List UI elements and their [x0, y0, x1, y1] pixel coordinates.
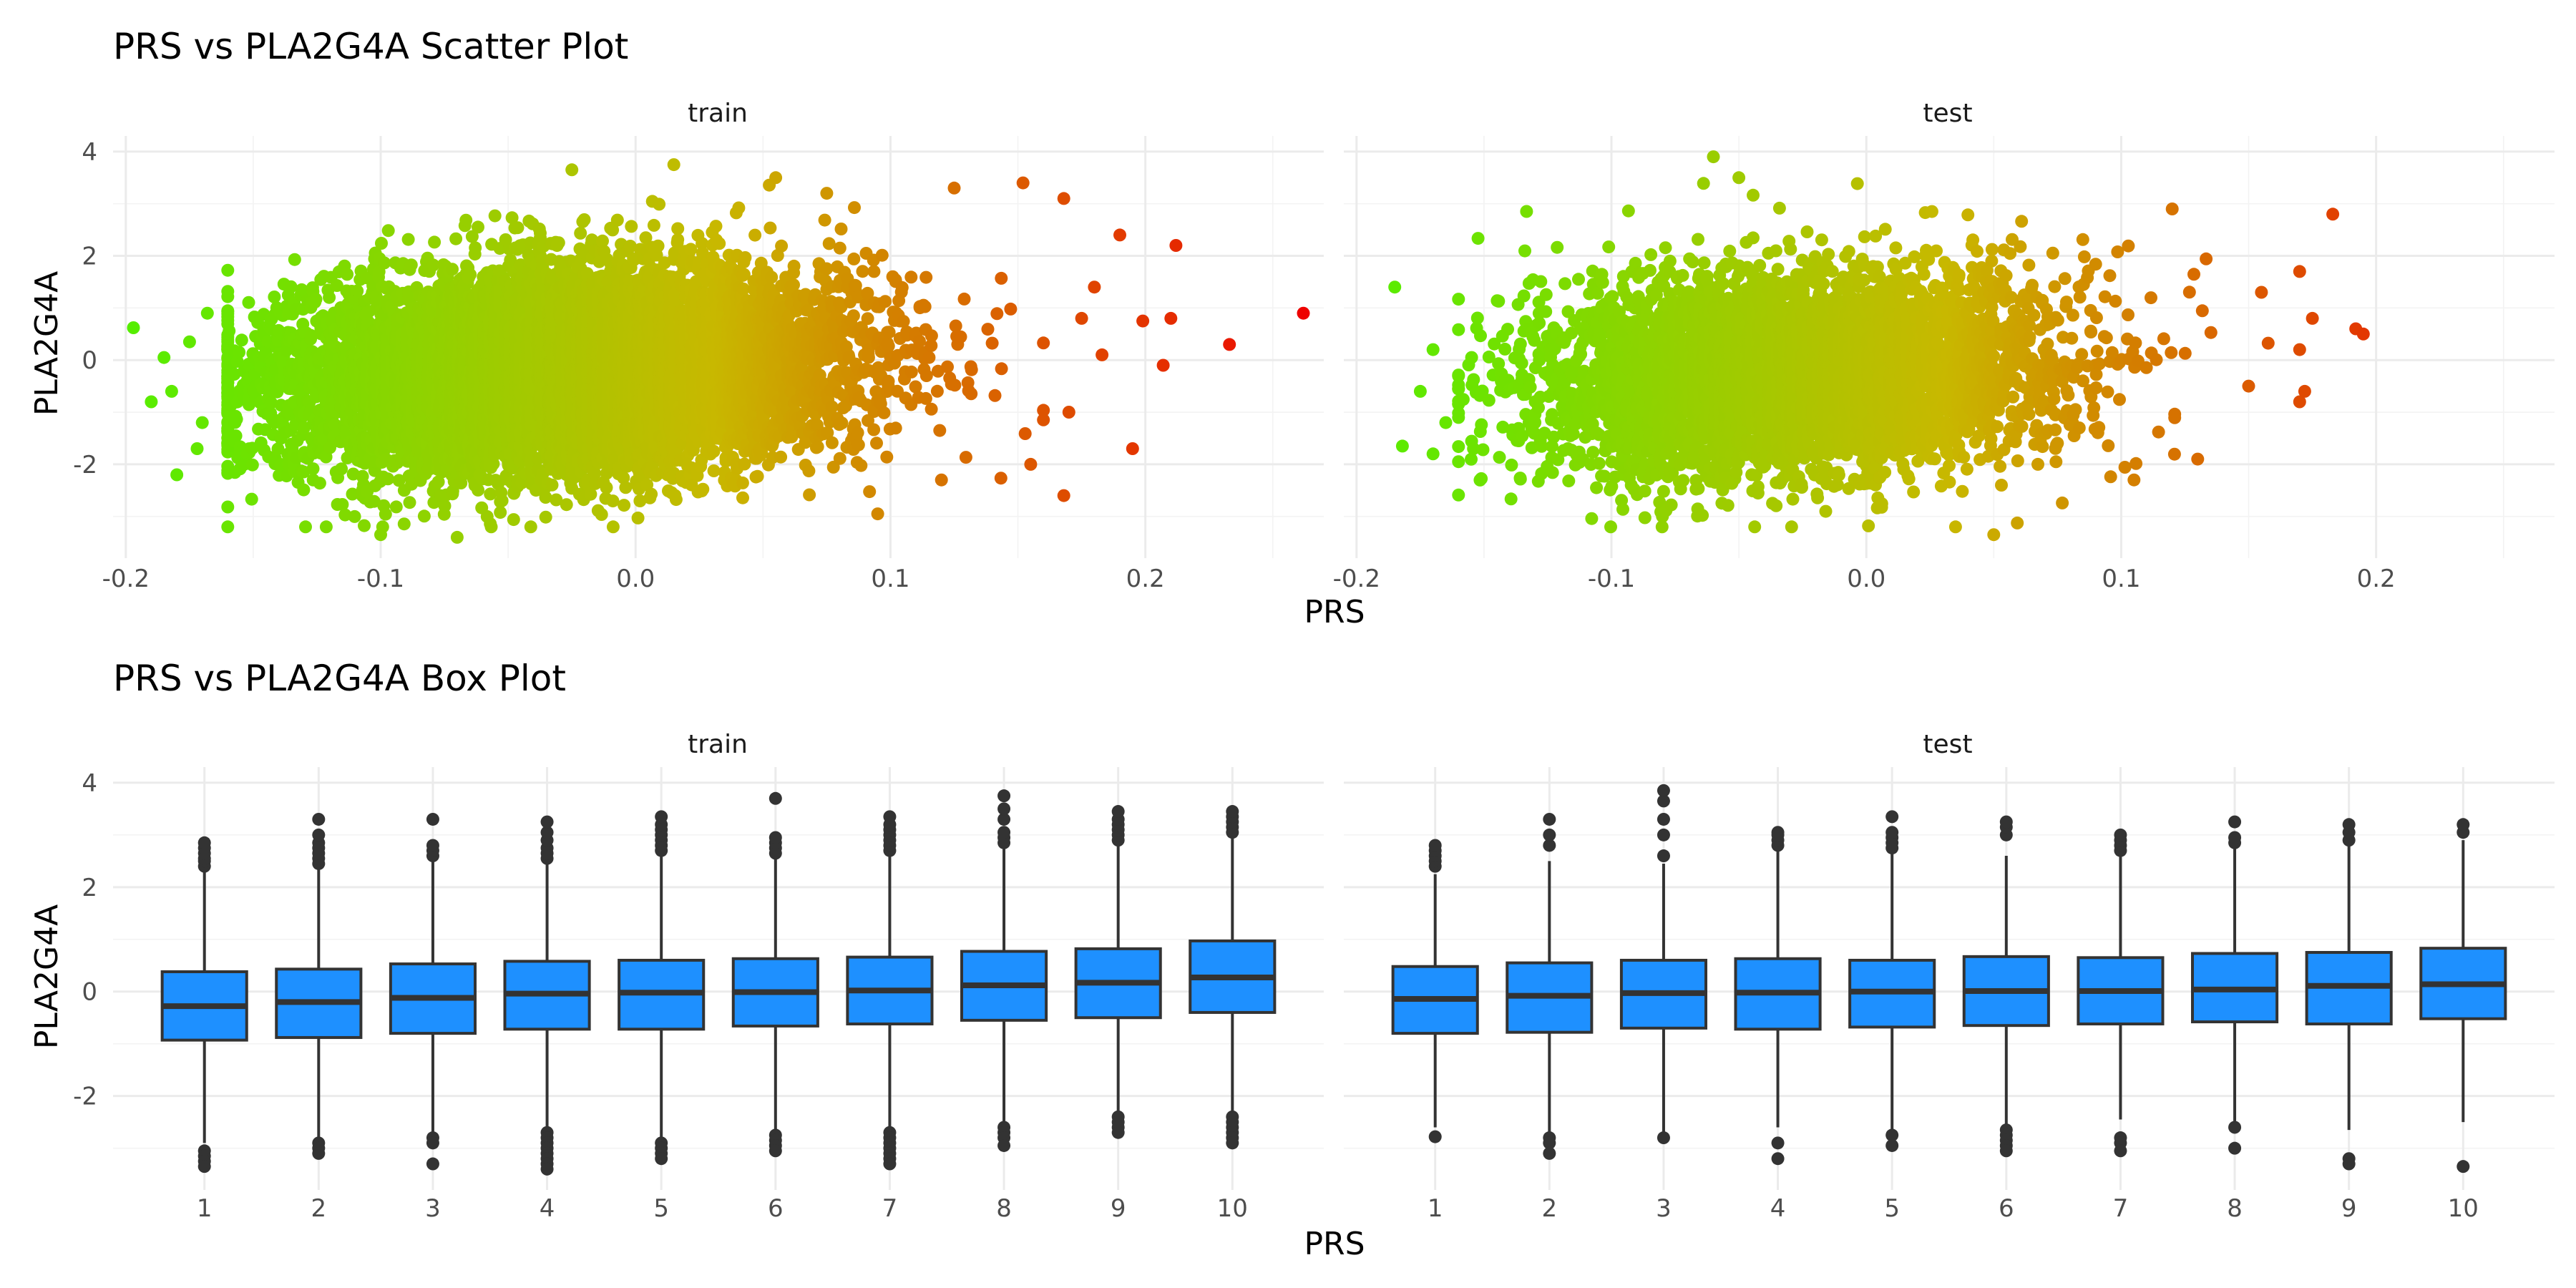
scatter-point [145, 395, 158, 409]
scatter-point [524, 520, 537, 534]
scatter-point [450, 530, 464, 544]
scatter-point [404, 258, 418, 272]
scatter-point [495, 494, 509, 507]
scatter-point [375, 237, 388, 250]
scatter-point [335, 462, 348, 476]
scatter-point [223, 324, 236, 338]
scatter-point [446, 263, 459, 276]
scatter-point [545, 478, 559, 492]
scatter-point [338, 508, 352, 522]
scatter-point [376, 520, 389, 534]
scatter-point [268, 291, 281, 303]
scatter-point [511, 221, 525, 235]
scatter-point [507, 513, 520, 527]
scatter-point [304, 328, 318, 342]
scatter-point [488, 209, 502, 223]
scatter-point [403, 496, 416, 509]
scatter-point [221, 500, 235, 514]
scatter-point [401, 233, 415, 246]
scatter-point [351, 284, 364, 298]
scatter-point [534, 226, 547, 240]
scatter-point [235, 333, 248, 347]
scatter-point [484, 520, 498, 534]
scatter-point [221, 307, 235, 321]
scatter-point [389, 500, 403, 514]
scatter-point [438, 499, 452, 512]
scatter-point-cloud-train [127, 158, 1310, 544]
scatter-point [336, 498, 349, 511]
scatter-point [182, 335, 196, 348]
scatter-point [417, 509, 431, 523]
scatter-point [299, 520, 312, 534]
scatter-point [306, 462, 320, 476]
scatter-point [552, 236, 565, 250]
scatter-point [127, 321, 140, 334]
scatter-point [309, 293, 323, 306]
scatter-point [264, 396, 278, 409]
scatter-point [346, 487, 359, 501]
scatter-point [242, 296, 255, 309]
scatter-point [245, 458, 259, 472]
scatter-point [245, 492, 258, 506]
scatter-point [348, 509, 361, 523]
scatter-point [381, 472, 395, 486]
scatter-point [428, 235, 441, 249]
scatter-point [469, 241, 482, 255]
scatter-point [313, 477, 326, 490]
scatter-point [295, 283, 308, 296]
scatter-facet-label-test: test [1923, 99, 1972, 128]
scatter-point [341, 268, 354, 281]
scatter-point [539, 510, 552, 524]
scatter-point [565, 163, 579, 177]
scatter-point [221, 263, 235, 277]
scatter-point [358, 519, 371, 532]
scatter-point [367, 494, 381, 508]
scatter-point [330, 279, 343, 292]
scatter-point [190, 442, 204, 455]
scatter-point [472, 220, 484, 234]
scatter-point [195, 416, 209, 429]
scatter-point [472, 483, 485, 497]
scatter-point [397, 517, 411, 531]
scatter-point [379, 507, 392, 521]
scatter-point [464, 268, 477, 281]
scatter-point [297, 483, 311, 497]
scatter-point [157, 351, 171, 364]
scatter-point [170, 468, 184, 482]
scatter-point [233, 346, 246, 359]
scatter-point [560, 498, 573, 512]
scatter-point [319, 520, 333, 534]
scatter-point [228, 368, 241, 381]
scatter-point [221, 520, 235, 534]
scatter-plot-title: PRS vs PLA2G4A Scatter Plot [113, 26, 628, 67]
scatter-point [221, 290, 235, 303]
scatter-point [381, 224, 395, 238]
scatter-point [200, 306, 214, 320]
scatter-point [449, 232, 463, 245]
scatter-point [288, 253, 301, 266]
scatter-point [459, 213, 473, 227]
scatter-facet-label-train: train [688, 99, 748, 128]
scatter-point [271, 442, 285, 456]
scatter-point [230, 412, 243, 426]
scatter-point [323, 291, 336, 304]
scatter-point [165, 384, 178, 398]
scatter-point [284, 280, 298, 293]
scatter-point [229, 429, 243, 443]
